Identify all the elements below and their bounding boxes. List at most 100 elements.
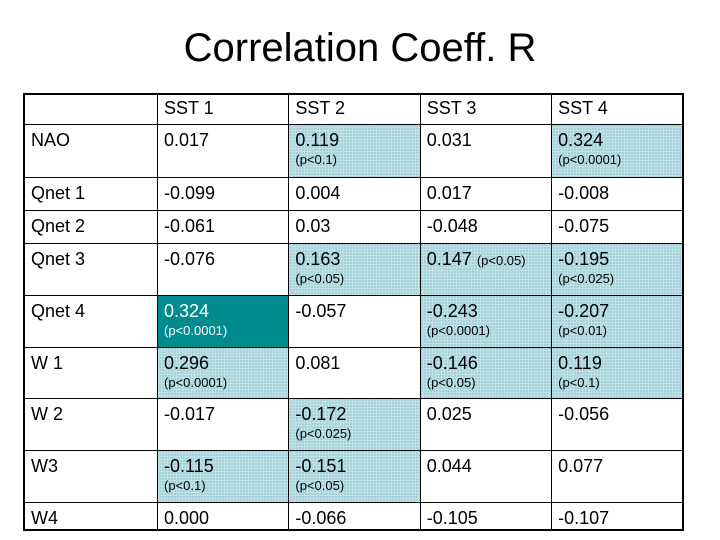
p-value-note: (p<0.05) [295,477,345,493]
correlation-cell: 0.119 (p<0.1) [288,123,421,178]
table-header-row: SST 1 SST 2 SST 3 SST 4 [23,93,684,125]
table-row: Qnet 1 -0.099 0.004 0.017 -0.008 [23,176,684,211]
correlation-cell: -0.008 [551,176,684,211]
correlation-cell: -0.207 (p<0.01) [551,294,684,348]
correlation-cell: -0.172 (p<0.025) [288,397,421,451]
correlation-cell: -0.076 [156,242,290,296]
correlation-value: -0.056 [558,403,610,424]
table-row: W 1 0.296 (p<0.0001) 0.081 -0.146 (p<0.05) 0.1… [23,346,684,399]
correlation-value: -0.115 [164,455,214,476]
correlation-value: -0.105 [426,507,478,528]
correlation-cell: -0.146 (p<0.05) [419,346,553,399]
correlation-cell: -0.075 [551,209,684,244]
p-value-note: (p<0.0001) [164,322,228,338]
correlation-value: -0.207 [558,300,610,321]
correlation-cell: 0.077 [551,449,684,503]
correlation-cell: 0.017 [156,123,290,178]
correlation-cell: 0.119 (p<0.1) [551,346,684,399]
correlation-cell: -0.195 (p<0.025) [551,242,684,296]
p-value-note: (p<0.05) [426,374,476,390]
p-value-note: (p<0.05) [295,270,345,286]
row-label: W 2 [23,397,158,451]
correlation-table-body: SST 1 SST 2 SST 3 SST 4 NAO 0.017 0.119 (p<0.1)… [23,93,684,530]
correlation-value: 0.03 [295,215,331,236]
correlation-value: -0.151 [295,455,347,476]
correlation-cell: 0.017 [419,176,553,211]
table-row: Qnet 4 0.324 (p<0.0001) -0.057 -0.243 (p<0.00… [23,294,684,348]
p-value-note: (p<0.025) [295,425,352,441]
correlation-cell: -0.099 [156,176,290,211]
correlation-cell: -0.056 [551,397,684,451]
correlation-value: -0.066 [295,507,347,528]
correlation-value: -0.075 [558,215,610,236]
table-row: Qnet 2 -0.061 0.03 -0.048 -0.075 [23,209,684,244]
column-header: SST 2 [288,93,421,125]
correlation-value: 0.081 [295,352,341,373]
correlation-value: 0.044 [426,455,472,476]
row-label: NAO [23,123,158,178]
table-row: Qnet 3 -0.076 0.163 (p<0.05) 0.147 (p<0.05) -… [23,242,684,296]
header-corner-cell [23,93,158,125]
correlation-cell: -0.107 [551,501,684,530]
row-label: W 1 [23,346,158,399]
correlation-cell: 0.044 [419,449,553,503]
correlation-cell: 0.081 [288,346,421,399]
table-row: NAO 0.017 0.119 (p<0.1) 0.031 0.324 (p<0.0001) [23,123,684,178]
correlation-cell: 0.025 [419,397,553,451]
correlation-value: -0.008 [558,182,610,203]
row-label: Qnet 2 [23,209,158,244]
correlation-value: -0.061 [164,215,216,236]
correlation-value: 0.163 [295,248,341,269]
correlation-value: 0.031 [426,129,472,150]
row-label: Qnet 1 [23,176,158,211]
correlation-value: 0.119 [295,129,340,150]
correlation-table: SST 1 SST 2 SST 3 SST 4 NAO 0.017 0.119 (p<0.1)… [23,93,684,531]
p-value-note: (p<0.01) [558,322,607,338]
row-label: Qnet 3 [23,242,158,296]
correlation-cell: -0.066 [288,501,421,530]
correlation-value: -0.172 [295,403,347,424]
correlation-cell: -0.057 [288,294,421,348]
row-label: Qnet 4 [23,294,158,348]
correlation-value: 0.025 [426,403,472,424]
correlation-value: 0.296 [164,352,210,373]
correlation-value: 0.077 [558,455,604,476]
correlation-value: -0.076 [164,248,216,269]
correlation-value: -0.195 [558,248,610,269]
correlation-value: -0.099 [164,182,216,203]
p-value-note: (p<0.0001) [164,374,228,390]
correlation-value: 0.004 [295,182,341,203]
correlation-cell: 0.004 [288,176,421,211]
correlation-value: -0.057 [295,300,347,321]
column-header: SST 1 [156,93,290,125]
correlation-value: 0.324 [558,129,604,150]
p-value-note: (p<0.1) [295,151,337,167]
correlation-value: 0.017 [164,129,210,150]
table-row: W 2 -0.017 -0.172 (p<0.025) 0.025 -0.056 [23,397,684,451]
correlation-cell: 0.296 (p<0.0001) [156,346,290,399]
correlation-cell: -0.243 (p<0.0001) [419,294,553,348]
slide-title: Correlation Coeff. R [183,26,537,70]
p-value-note: (p<0.1) [558,374,600,390]
correlation-cell: -0.061 [156,209,290,244]
correlation-value: 0.147 [426,248,472,269]
correlation-cell: 0.147 (p<0.05) [419,242,553,296]
correlation-cell: -0.105 [419,501,553,530]
correlation-value: -0.048 [426,215,478,236]
correlation-value: 0.119 [558,352,602,373]
p-value-note: (p<0.0001) [426,322,490,338]
correlation-value: 0.000 [164,507,210,528]
p-value-note: (p<0.025) [558,270,615,286]
correlation-cell: 0.163 (p<0.05) [288,242,421,296]
table-row: W3 -0.115 (p<0.1) -0.151 (p<0.05) 0.044 0.077 [23,449,684,503]
correlation-value: -0.017 [164,403,216,424]
row-label: W3 [23,449,158,503]
correlation-value: -0.107 [558,507,610,528]
table-row: W4 0.000 -0.066 -0.105 -0.107 [23,501,684,530]
correlation-cell: -0.017 [156,397,290,451]
correlation-cell: -0.115 (p<0.1) [156,449,290,503]
row-label: W4 [23,501,158,530]
correlation-cell: 0.324 (p<0.0001) [156,294,290,348]
correlation-value: -0.243 [426,300,478,321]
correlation-value: 0.324 [164,300,210,321]
